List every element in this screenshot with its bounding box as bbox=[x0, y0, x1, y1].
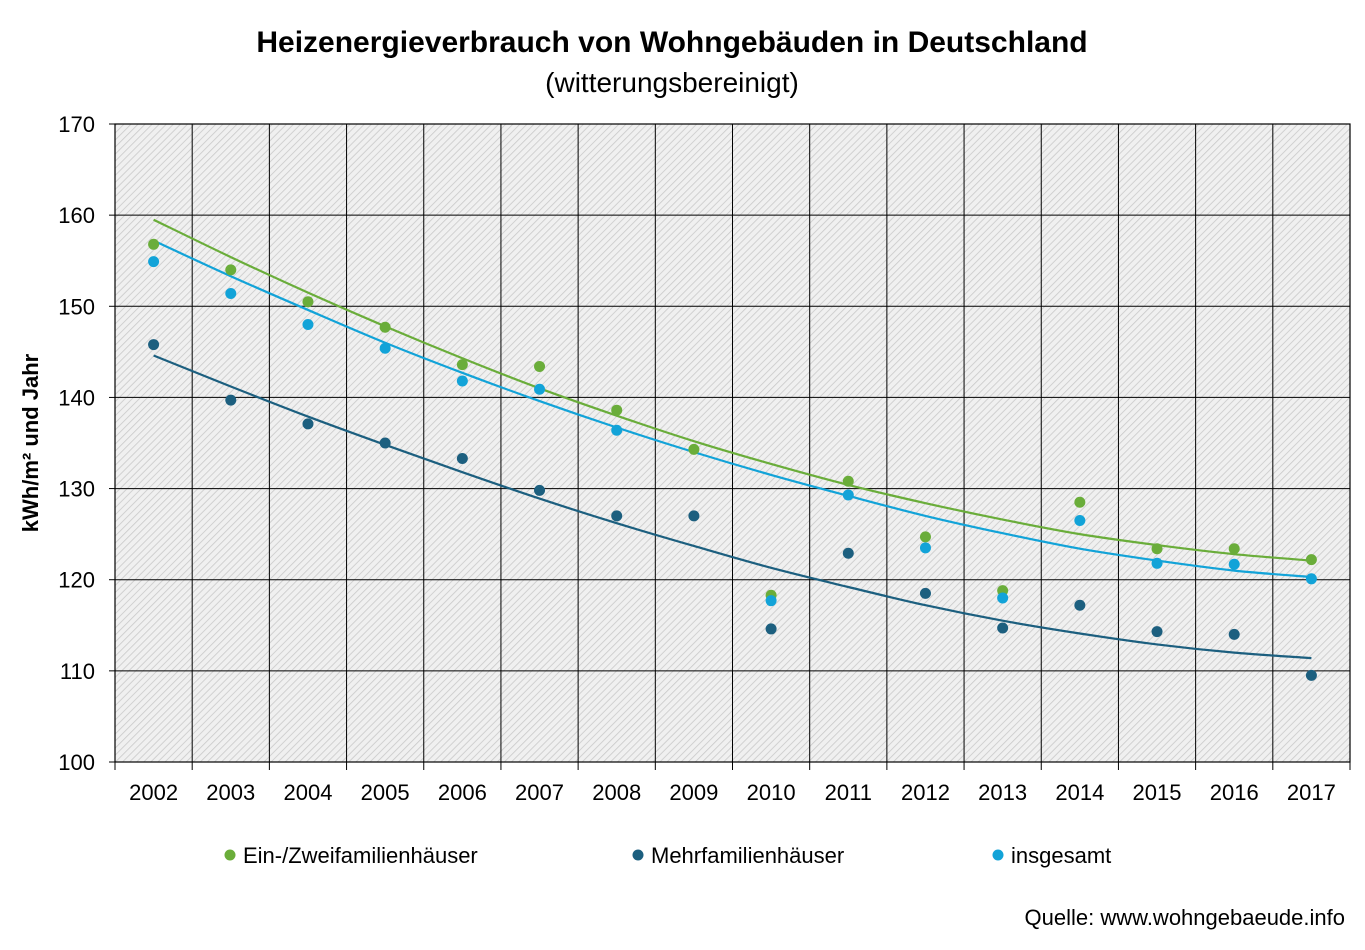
y-tick-label: 120 bbox=[58, 568, 95, 593]
x-tick-label: 2013 bbox=[978, 780, 1027, 805]
data-point bbox=[534, 360, 546, 372]
trend-lines bbox=[153, 218, 1312, 660]
chart-subtitle: (witterungsbereinigt) bbox=[545, 67, 799, 98]
y-axis-label: kWh/m² und Jahr bbox=[18, 353, 43, 532]
data-point bbox=[1228, 558, 1240, 570]
data-point bbox=[456, 375, 468, 387]
data-point bbox=[148, 339, 160, 351]
data-point bbox=[1151, 557, 1163, 569]
x-tick-label: 2007 bbox=[515, 780, 564, 805]
x-tick-label: 2017 bbox=[1287, 780, 1336, 805]
y-axis: 100 110 120 130 140 150 160 170 bbox=[58, 112, 115, 775]
data-point bbox=[456, 359, 468, 371]
x-tick-label: 2008 bbox=[592, 780, 641, 805]
trend-line bbox=[153, 218, 1312, 562]
data-point bbox=[688, 443, 700, 455]
source-note: Quelle: www.wohngebaeude.info bbox=[1025, 905, 1345, 930]
legend-marker bbox=[632, 849, 644, 861]
data-point bbox=[765, 595, 777, 607]
x-tick-label: 2004 bbox=[283, 780, 332, 805]
legend-marker bbox=[224, 849, 236, 861]
chart-title: Heizenergieverbrauch von Wohngebäuden in… bbox=[256, 26, 1087, 59]
data-point bbox=[1074, 496, 1086, 508]
data-point bbox=[1151, 626, 1163, 638]
data-point bbox=[842, 475, 854, 487]
data-point bbox=[148, 238, 160, 250]
data-point bbox=[611, 424, 623, 436]
data-point bbox=[919, 587, 931, 599]
data-point bbox=[919, 542, 931, 554]
x-tick-label: 2006 bbox=[438, 780, 487, 805]
data-point bbox=[1228, 628, 1240, 640]
y-tick-label: 110 bbox=[60, 659, 95, 684]
data-point bbox=[1074, 514, 1086, 526]
data-point bbox=[919, 531, 931, 543]
data-point bbox=[765, 623, 777, 635]
data-point bbox=[997, 592, 1009, 604]
data-point bbox=[1305, 669, 1317, 681]
data-point bbox=[456, 452, 468, 464]
data-point bbox=[379, 342, 391, 354]
data-point bbox=[225, 394, 237, 406]
data-point bbox=[611, 510, 623, 522]
x-tick-label: 2014 bbox=[1055, 780, 1104, 805]
data-point bbox=[225, 288, 237, 300]
data-point bbox=[379, 321, 391, 333]
data-point bbox=[302, 418, 314, 430]
y-tick-label: 100 bbox=[58, 750, 95, 775]
data-point bbox=[148, 256, 160, 268]
data-point bbox=[1305, 573, 1317, 585]
legend-label: Ein-/Zweifamilienhäuser bbox=[243, 843, 478, 868]
data-point bbox=[225, 264, 237, 276]
data-point bbox=[302, 296, 314, 308]
data-point bbox=[611, 404, 623, 416]
data-point bbox=[534, 484, 546, 496]
data-point bbox=[842, 489, 854, 501]
y-tick-label: 150 bbox=[58, 294, 95, 319]
x-tick-label: 2015 bbox=[1133, 780, 1182, 805]
data-point bbox=[302, 319, 314, 331]
legend-label: Mehrfamilienhäuser bbox=[651, 843, 844, 868]
x-tick-label: 2003 bbox=[206, 780, 255, 805]
y-tick-label: 170 bbox=[58, 112, 95, 137]
data-points bbox=[148, 238, 1317, 681]
data-point bbox=[1074, 599, 1086, 611]
data-point bbox=[842, 547, 854, 559]
data-point bbox=[1305, 554, 1317, 566]
x-tick-label: 2002 bbox=[129, 780, 178, 805]
x-tick-label: 2005 bbox=[361, 780, 410, 805]
x-tick-label: 2012 bbox=[901, 780, 950, 805]
x-tick-label: 2016 bbox=[1210, 780, 1259, 805]
data-point bbox=[1228, 543, 1240, 555]
y-tick-label: 140 bbox=[58, 385, 95, 410]
y-tick-label: 130 bbox=[58, 477, 95, 502]
trend-line bbox=[153, 354, 1312, 660]
data-point bbox=[534, 383, 546, 395]
data-point bbox=[688, 510, 700, 522]
legend-label: insgesamt bbox=[1011, 843, 1111, 868]
x-tick-label: 2011 bbox=[825, 780, 872, 805]
x-axis: 2002 2003 2004 2005 2006 2007 2008 2009 2010 2011… bbox=[114, 762, 1351, 805]
x-tick-label: 2009 bbox=[669, 780, 718, 805]
y-tick-label: 160 bbox=[58, 203, 95, 228]
data-point bbox=[1151, 543, 1163, 555]
legend-marker bbox=[992, 849, 1004, 861]
trend-line bbox=[153, 239, 1312, 579]
data-point bbox=[997, 622, 1009, 634]
legend: Ein-/Zweifamilienhäuser Mehrfamilienhäuse… bbox=[224, 843, 1111, 868]
data-point bbox=[379, 437, 391, 449]
x-tick-label: 2010 bbox=[747, 780, 796, 805]
